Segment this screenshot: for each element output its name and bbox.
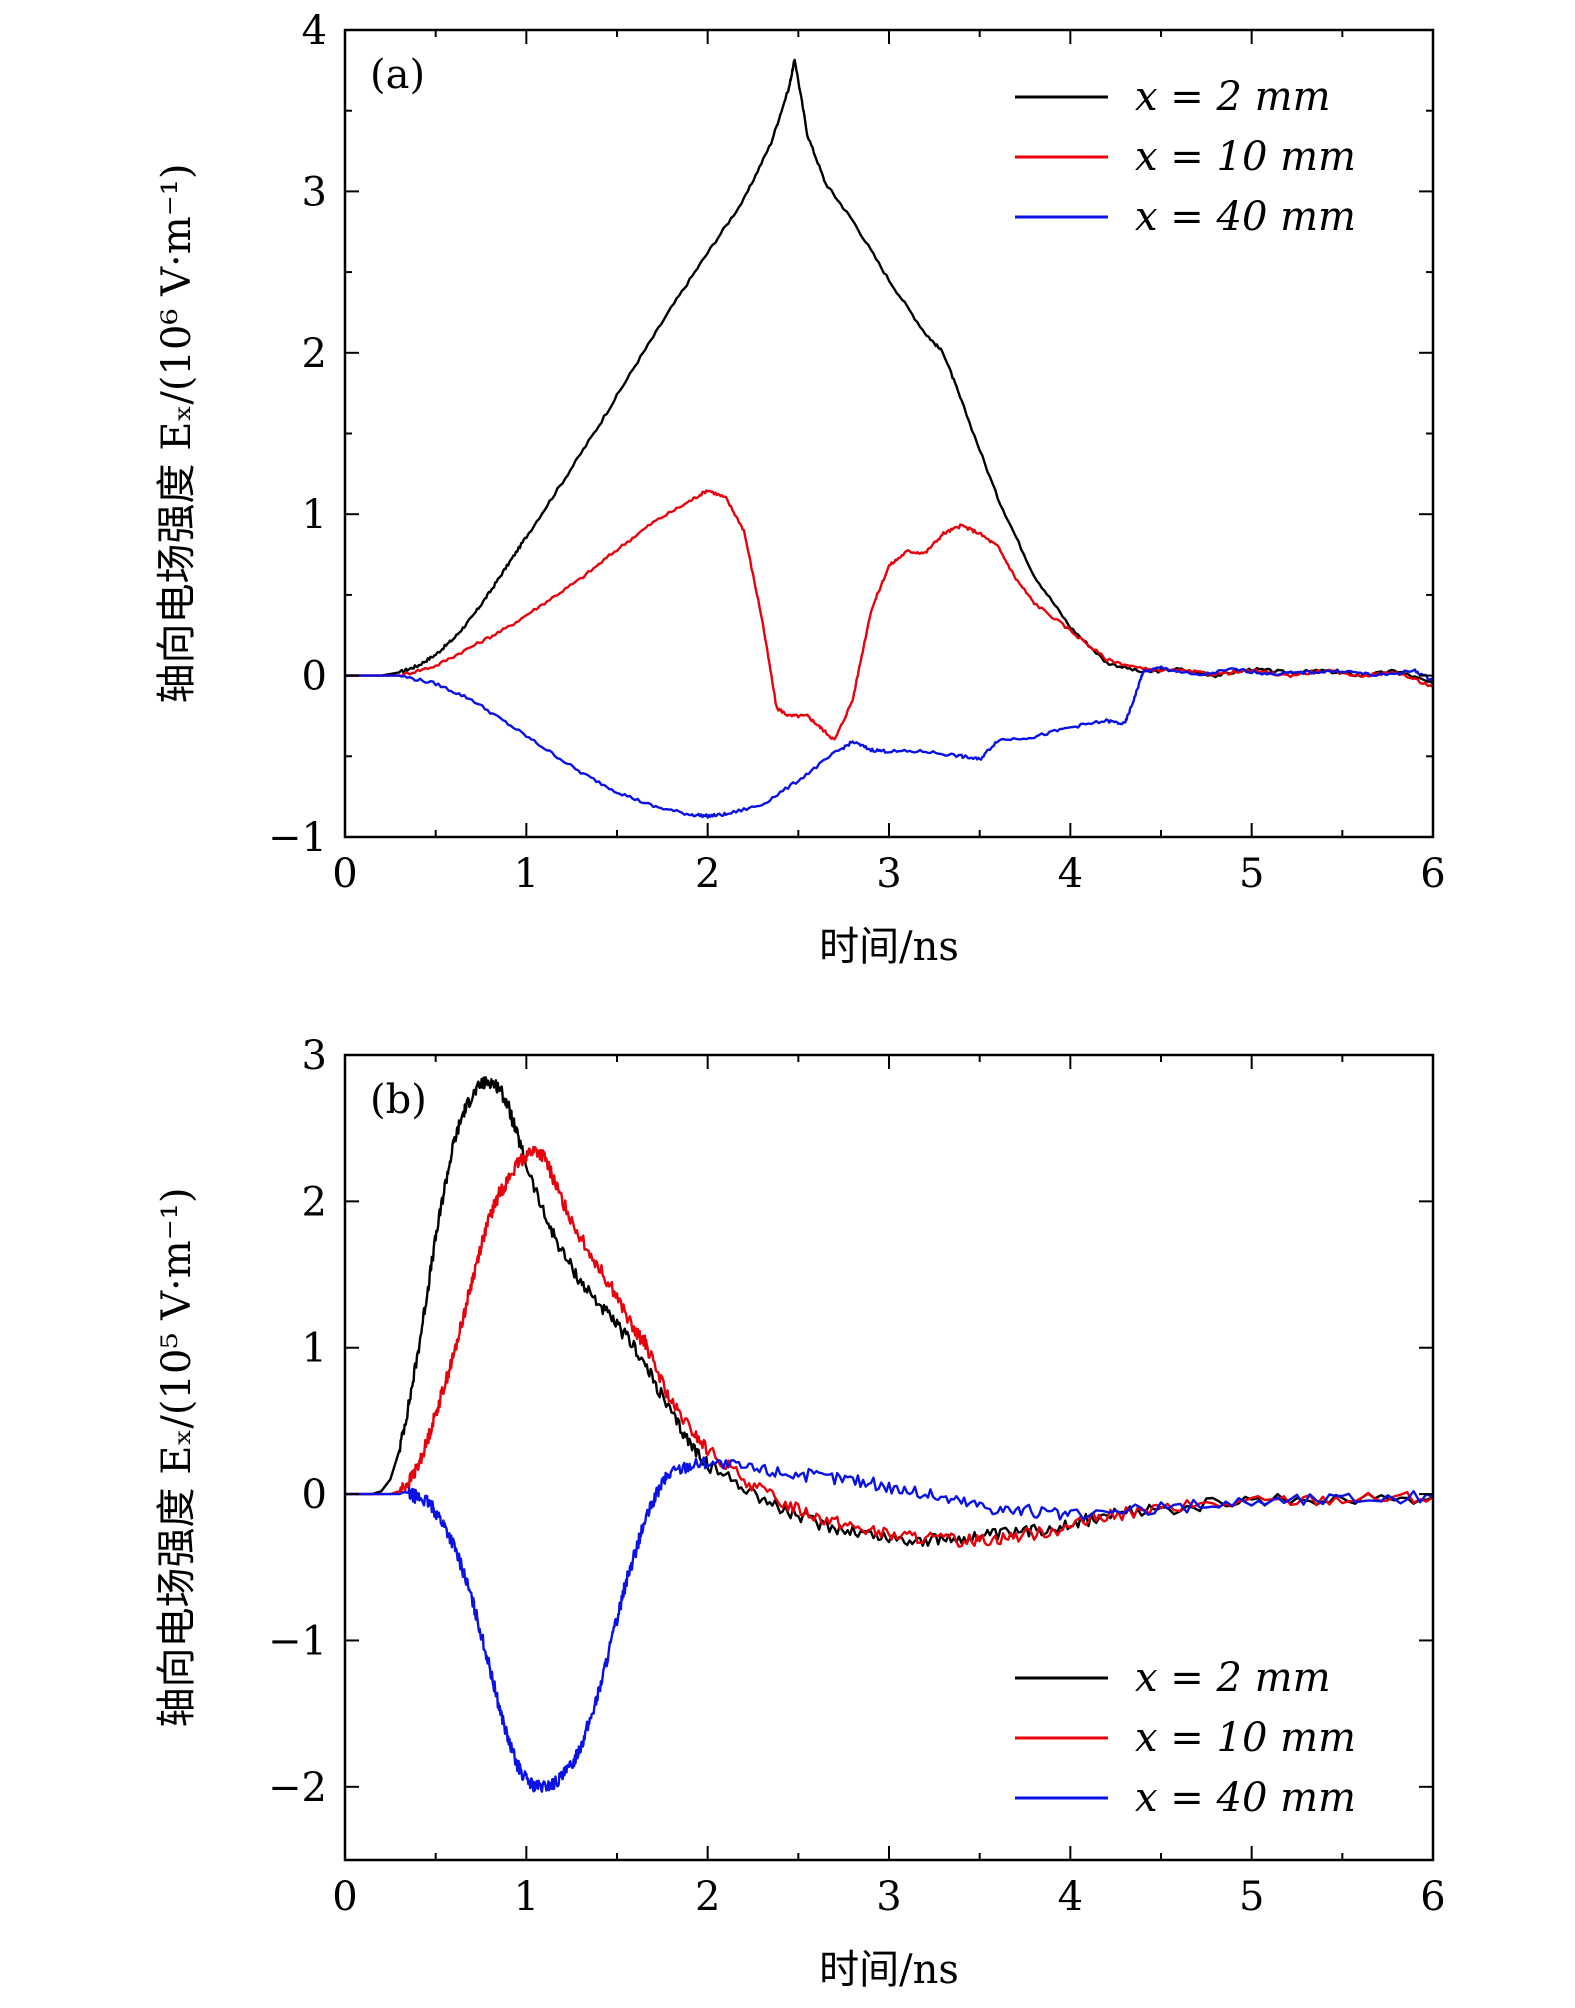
y-tick-label: 0 [302,1472,327,1518]
legend-entry: x = 2 mm [1135,74,1331,120]
x-tick-label: 3 [876,1874,901,1920]
y-tick-label: −1 [268,1618,327,1664]
series-line-x-2-mm [345,1076,1433,1547]
legend-entry: x = 40 mm [1135,1775,1356,1821]
x-tick-label: 2 [695,1874,720,1920]
y-tick-label: −2 [268,1765,327,1811]
legend-entry: x = 40 mm [1135,194,1356,240]
y-tick-label: 4 [302,8,327,54]
series-line-x-40-mm [345,665,1433,819]
x-tick-label: 0 [332,851,357,897]
x-axis-title: 时间/ns [819,924,959,970]
series-group [345,1076,1433,1793]
x-tick-label: 4 [1058,1874,1083,1920]
panel-b: 0 1 2 3 4 5 6 −2 −1 0 1 2 3 时间/ns 轴向电场强度 Eₓ/(10⁵ V·m⁻¹… [154,1033,1446,1993]
series-line-x-10-mm [345,1145,1433,1548]
x-tick-label: 2 [695,851,720,897]
y-tick-label: 1 [302,492,327,538]
x-tick-label: 0 [332,1874,357,1920]
y-tick-label: 0 [302,654,327,700]
series-line-x-10-mm [345,489,1433,741]
y-axis-title: 轴向电场强度 Eₓ/(10⁶ V·m⁻¹) [154,164,200,704]
x-tick-label: 5 [1239,1874,1264,1920]
legend-entry: x = 10 mm [1135,1715,1356,1761]
x-tick-label: 1 [514,851,539,897]
x-tick-label: 3 [876,851,901,897]
y-tick-label: 1 [302,1326,327,1372]
y-tick-label: −1 [268,815,327,861]
series-group [345,58,1433,819]
y-tick-label: 3 [302,169,327,215]
x-tick-label: 1 [514,1874,539,1920]
y-tick-label: 2 [302,1179,327,1225]
x-tick-label: 4 [1058,851,1083,897]
panel-label: (b) [370,1077,427,1123]
y-tick-label: 2 [302,331,327,377]
y-axis-title: 轴向电场强度 Eₓ/(10⁵ V·m⁻¹) [154,1188,200,1728]
x-tick-label: 6 [1420,1874,1445,1920]
legend-entry: x = 2 mm [1135,1655,1331,1701]
legend-entry: x = 10 mm [1135,134,1356,180]
x-axis-title: 时间/ns [819,1947,959,1993]
x-tick-label: 5 [1239,851,1264,897]
x-tick-label: 6 [1420,851,1445,897]
panel-label: (a) [370,52,425,98]
y-tick-label: 3 [302,1033,327,1079]
series-line-x-40-mm [345,1456,1433,1793]
